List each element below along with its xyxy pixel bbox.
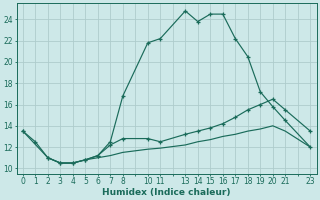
- X-axis label: Humidex (Indice chaleur): Humidex (Indice chaleur): [102, 188, 231, 197]
